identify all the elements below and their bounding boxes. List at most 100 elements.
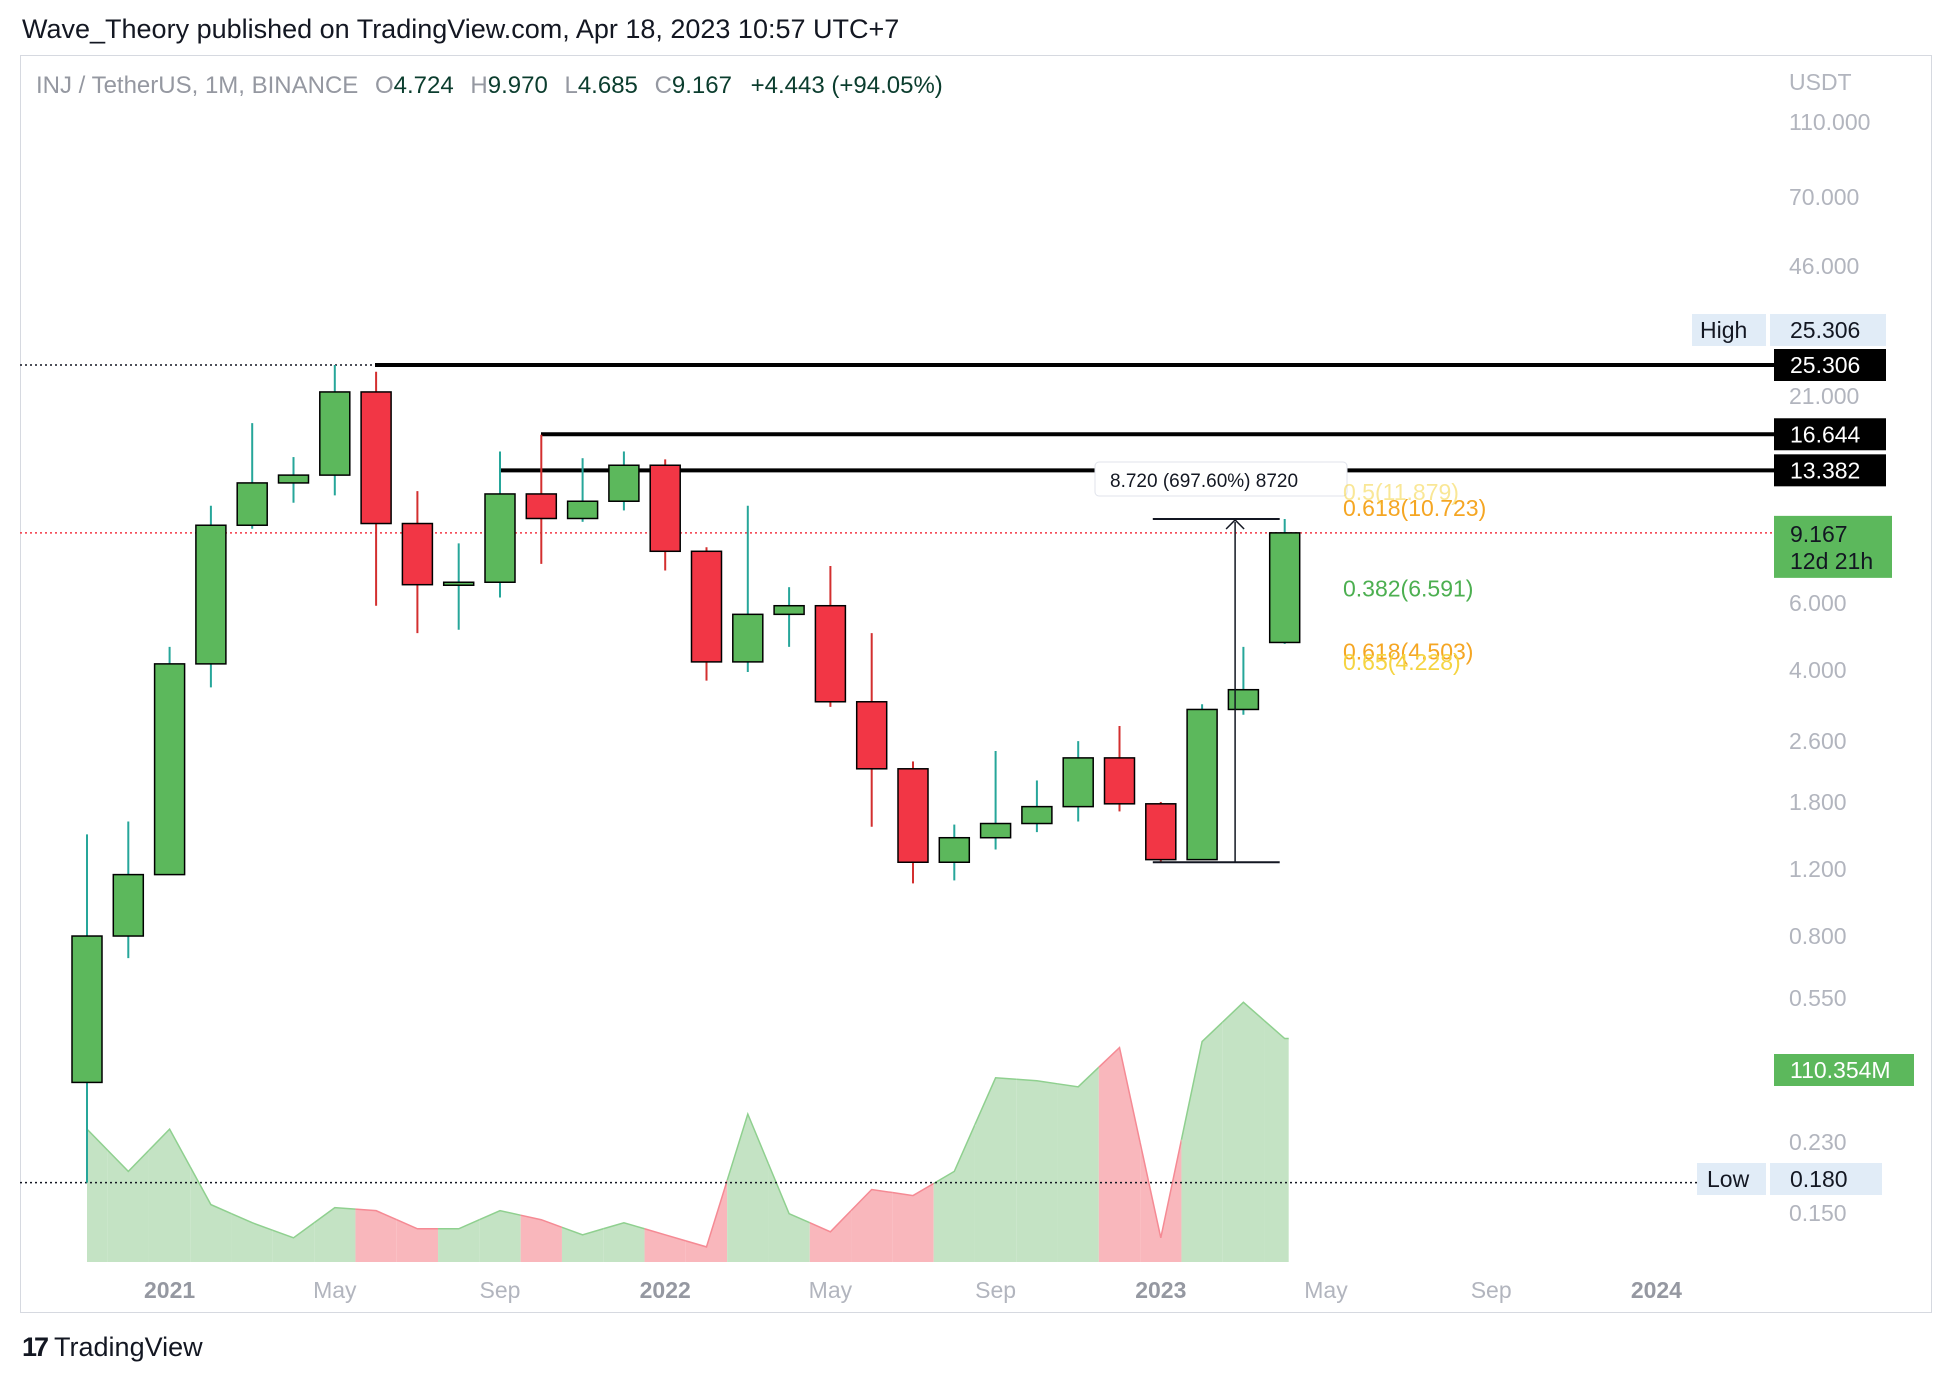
y-tick-label: 1.800 [1789, 789, 1847, 815]
candle-body [690, 550, 723, 663]
y-tick-label: 1.200 [1789, 856, 1847, 882]
level-price-label: 16.644 [1790, 421, 1861, 447]
candle-body [195, 524, 227, 665]
candle-body [442, 581, 475, 586]
high-marker-label: High [1700, 317, 1747, 343]
volume-segment [314, 1207, 356, 1262]
volume-outline [767, 1163, 811, 1224]
footer-branding[interactable]: 17 TradingView [22, 1332, 203, 1363]
y-tick-label: 0.800 [1789, 923, 1847, 949]
volume-segment [1140, 1139, 1182, 1262]
volume-segment [685, 1180, 728, 1262]
y-tick-label: 2.600 [1789, 728, 1847, 754]
y-tick-label: 6.000 [1789, 590, 1847, 616]
candle-body [649, 464, 681, 553]
volume-segment [190, 1166, 232, 1262]
candle-body [484, 493, 516, 583]
y-tick-label: 0.230 [1789, 1129, 1847, 1155]
level-price-tag [1774, 349, 1886, 381]
level-price-label: 13.382 [1790, 457, 1860, 483]
low-marker-label-box [1697, 1163, 1766, 1195]
open-value: 4.724 [393, 72, 454, 99]
volume-outline [1139, 1139, 1183, 1238]
y-tick-label: 0.150 [1789, 1200, 1847, 1226]
change-value: +4.443 (+94.05%) [750, 72, 943, 99]
candle-body [855, 701, 888, 770]
x-tick-label: 2022 [640, 1277, 691, 1303]
high-marker-value-box [1770, 314, 1886, 346]
x-tick-label: 2021 [144, 1277, 195, 1303]
current-price-value: 9.167 [1790, 521, 1848, 547]
publisher-line: Wave_Theory published on TradingView.com… [22, 14, 900, 44]
candle-body [401, 522, 434, 586]
low-marker-value: 0.180 [1790, 1166, 1848, 1192]
volume-segment [479, 1210, 521, 1262]
candle-body [1268, 532, 1301, 644]
candle-body [1145, 803, 1177, 861]
candle-body [979, 822, 1012, 839]
y-axis-unit: USDT [1789, 69, 1852, 95]
high-value: 9.970 [487, 72, 548, 99]
volume-outline [892, 1182, 935, 1197]
fib-label: 0.5(11.879) [1343, 479, 1459, 505]
measure-label: 8.720 (697.60%) 8720 [1110, 471, 1298, 492]
candle-body [1227, 688, 1260, 711]
volume-segment [231, 1213, 273, 1262]
y-tick-label: 110.000 [1789, 109, 1870, 135]
candle-body [236, 482, 268, 526]
symbol-name[interactable]: INJ / TetherUS, 1M, BINANCE [36, 72, 359, 99]
volume-segment [107, 1150, 149, 1262]
volume-segment [768, 1163, 810, 1262]
volume-segment [148, 1129, 191, 1262]
chart-frame[interactable] [20, 55, 1932, 1313]
volume-segment [396, 1219, 439, 1262]
fib-label: 0.382(6.591) [1343, 575, 1473, 601]
volume-value-tag [1774, 1054, 1914, 1086]
candle-body [897, 768, 929, 864]
volume-outline [479, 1209, 521, 1221]
y-tick-label: 21.000 [1789, 383, 1859, 409]
low-marker-value-box [1770, 1163, 1882, 1195]
x-tick-label: May [1304, 1277, 1348, 1303]
current-price-countdown: 12d 21h [1790, 548, 1873, 574]
y-tick-label: 0.550 [1789, 985, 1847, 1011]
volume-segment [1098, 1047, 1141, 1262]
x-tick-label: Sep [1471, 1277, 1512, 1303]
candle-body [153, 663, 186, 876]
volume-segment [809, 1210, 852, 1262]
volume-segment [727, 1114, 769, 1262]
candle-body [1186, 708, 1218, 861]
volume-outline [355, 1208, 398, 1221]
close-label: C [654, 72, 672, 99]
volume-segment [1222, 1002, 1265, 1262]
y-tick-label: 46.000 [1789, 253, 1859, 279]
volume-segment [974, 1077, 1017, 1262]
tradingview-logo-icon: 17 [22, 1332, 49, 1362]
candle-body [525, 493, 558, 520]
volume-outline [603, 1221, 645, 1230]
volume-segment [851, 1189, 893, 1262]
y-tick-label: 4.000 [1789, 657, 1847, 683]
volume-outline [189, 1166, 232, 1215]
volume-outline [685, 1180, 728, 1248]
volume-outline [1057, 1066, 1100, 1088]
x-tick-label: Sep [480, 1277, 521, 1303]
high-marker-label-box [1692, 314, 1766, 346]
candle-body [360, 391, 392, 525]
volume-segment [438, 1219, 480, 1262]
candle-body [277, 474, 310, 484]
symbol-legend: INJ / TetherUS, 1M, BINANCE O4.724 H9.97… [36, 72, 943, 100]
close-value: 9.167 [671, 72, 732, 99]
volume-outline [1180, 1021, 1224, 1140]
candle-body [608, 464, 640, 502]
low-label: L [564, 72, 578, 99]
high-label: H [470, 72, 488, 99]
level-price-tag [1774, 454, 1886, 487]
volume-outline [1222, 1001, 1265, 1023]
volume-outline [396, 1219, 439, 1230]
volume-outline [1016, 1078, 1058, 1085]
volume-outline [438, 1219, 480, 1230]
x-tick-label: 2023 [1135, 1277, 1186, 1303]
volume-segment [520, 1215, 562, 1262]
